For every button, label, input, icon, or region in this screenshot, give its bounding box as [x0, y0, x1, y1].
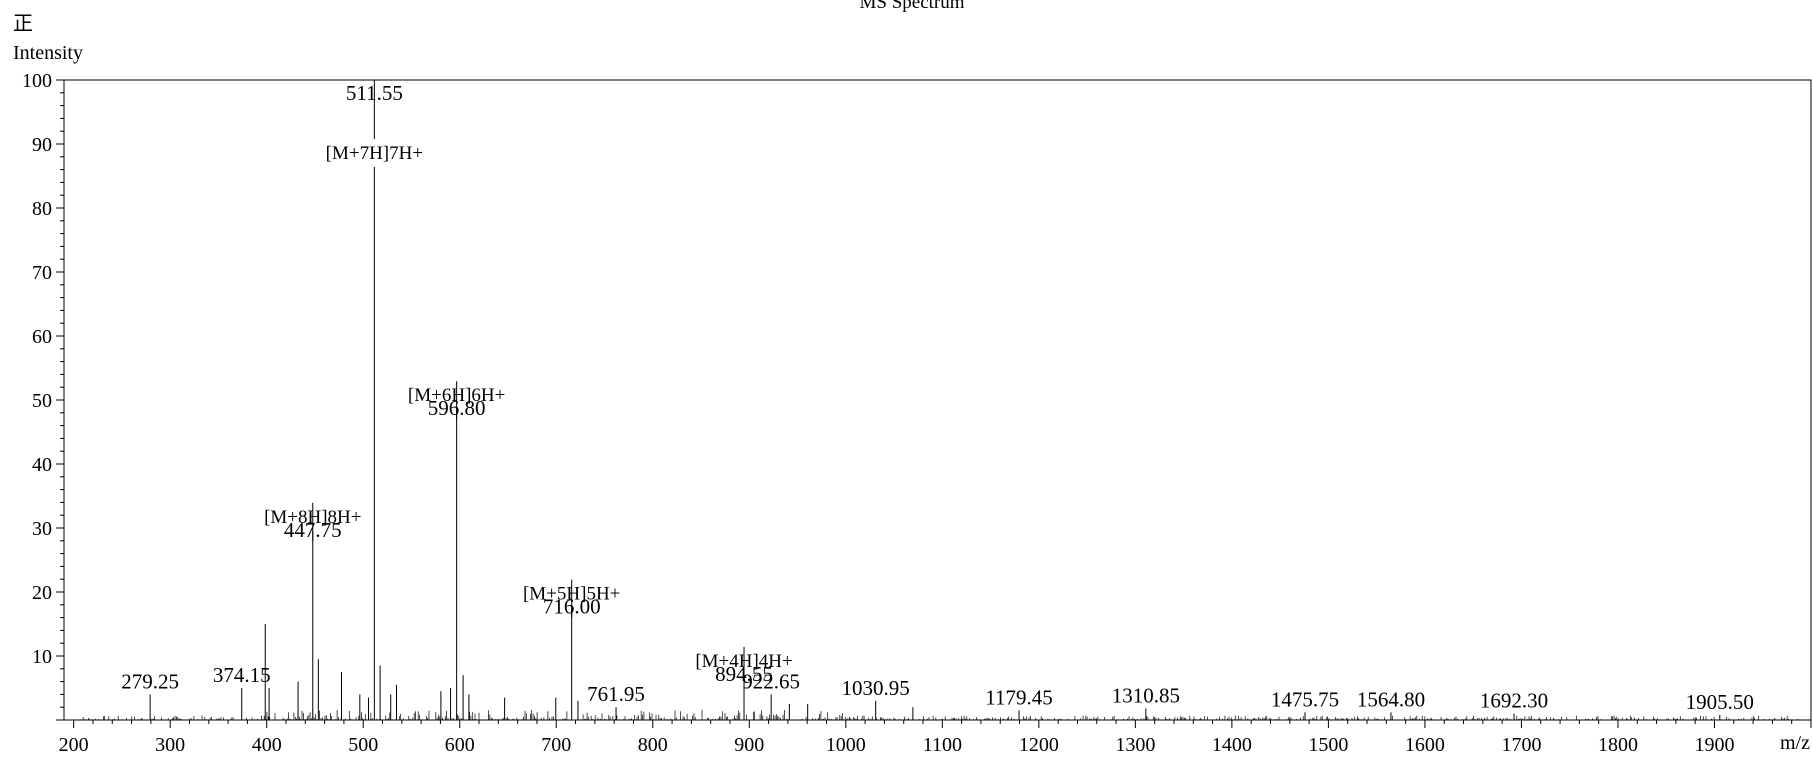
peaks-layer [149, 80, 1721, 720]
peak-annotation: [M+6H]6H+ [408, 385, 505, 406]
y-tick-label: 40 [32, 454, 52, 476]
peak-annotation: [M+5H]5H+ [523, 584, 620, 605]
peak-labels-layer: 279.25 374.15 [M+8H]8H+447.75 [M+7H]7H+ 511.… [121, 81, 1754, 714]
x-tick-label: 1400 [1212, 734, 1252, 756]
peak-mz-label: 1179.45 [985, 685, 1052, 709]
y-tick-label: 20 [32, 582, 52, 604]
polarity-label: 正 [13, 13, 33, 35]
peak-mz-label: 374.15 [213, 663, 271, 687]
peak-annotation: [M+4H]4H+ [695, 651, 792, 672]
y-tick-label: 30 [32, 518, 52, 540]
x-tick-label: 1500 [1308, 734, 1348, 756]
x-axis-label: m/z [1780, 732, 1810, 754]
y-tick-label: 100 [22, 70, 52, 92]
peak-mz-label: 716.00 [543, 595, 601, 619]
axes-layer: 10 20 30 40 50 60 70 80 90 100 200 300 400 500 600 700 8… [22, 70, 1812, 756]
x-tick-label: 900 [734, 734, 764, 756]
y-tick-label: 80 [32, 198, 52, 220]
x-tick-label: 700 [541, 734, 571, 756]
x-tick-label: 1100 [923, 734, 962, 756]
peak-annotation: [M+8H]8H+ [264, 507, 361, 528]
peak-mz-label: 761.95 [587, 682, 645, 706]
peak-mz-label: 1692.30 [1480, 689, 1548, 713]
peak-annotation: [M+7H]7H+ [326, 143, 423, 164]
y-tick-label: 60 [32, 326, 52, 348]
peak-mz-label: 279.25 [121, 669, 179, 693]
x-tick-label: 1600 [1405, 734, 1445, 756]
chart-title: MS Spectrum [859, 0, 964, 13]
peak-mz-label: 894.55 [715, 662, 773, 686]
peak-mz-label: 447.75 [284, 518, 342, 542]
x-tick-label: 1000 [826, 734, 866, 756]
peak-mz-label: 1030.95 [842, 676, 910, 700]
x-tick-label: 500 [348, 734, 378, 756]
x-tick-label: 800 [638, 734, 668, 756]
x-tick-label: 400 [252, 734, 282, 756]
y-tick-label: 10 [32, 646, 52, 668]
x-tick-label: 200 [59, 734, 89, 756]
peak-mz-label: 1905.50 [1686, 690, 1754, 714]
x-tick-label: 1700 [1501, 734, 1541, 756]
y-tick-label: 70 [32, 262, 52, 284]
peak-mz-label: 511.55 [346, 81, 403, 105]
y-axis-label: Intensity [13, 42, 83, 64]
y-tick-label: 90 [32, 134, 52, 156]
peak-mz-label: 1310.85 [1112, 683, 1180, 707]
x-tick-label: 300 [155, 734, 185, 756]
y-tick-label: 50 [32, 390, 52, 412]
plot-frame [63, 79, 1812, 721]
x-tick-label: 1200 [1019, 734, 1059, 756]
x-tick-label: 1800 [1598, 734, 1638, 756]
x-tick-label: 600 [445, 734, 475, 756]
peak-mz-label: 922.65 [742, 669, 800, 693]
peak-mz-label: 1475.75 [1271, 687, 1339, 711]
x-tick-label: 1300 [1115, 734, 1155, 756]
peak-mz-label: 1564.80 [1357, 687, 1425, 711]
x-tick-label: 1900 [1694, 734, 1734, 756]
peak-mz-label: 596.80 [428, 396, 486, 420]
